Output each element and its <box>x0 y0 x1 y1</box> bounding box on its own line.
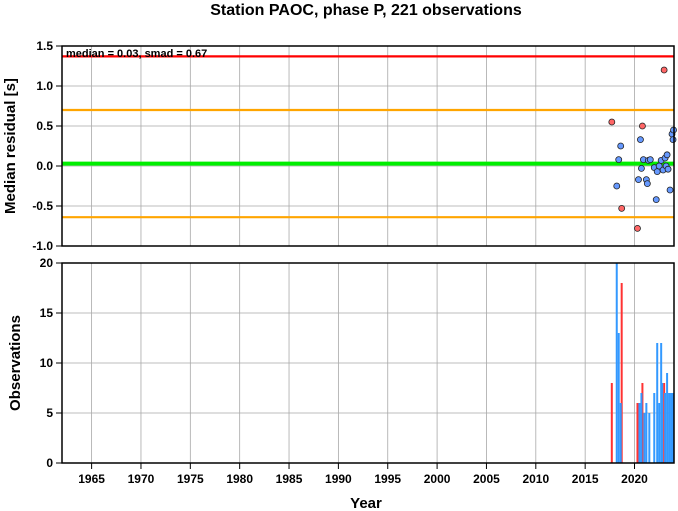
residual-point <box>643 180 651 188</box>
residual-point <box>615 156 623 164</box>
observation-bar <box>617 333 620 463</box>
x-tick-label: 2010 <box>522 472 549 486</box>
observation-bar <box>619 403 622 463</box>
observation-bar <box>638 403 641 463</box>
x-tick-label: 1995 <box>374 472 401 486</box>
residual-point <box>635 176 642 184</box>
residual-point <box>653 168 661 176</box>
residual-point <box>646 156 654 164</box>
top-y-tick-label: 1.0 <box>36 79 53 93</box>
observation-bar <box>672 393 675 463</box>
bottom-y-tick-label: 10 <box>40 356 54 370</box>
residual-point <box>637 136 644 144</box>
observation-bar <box>645 403 648 463</box>
outlier-point <box>634 224 641 232</box>
x-tick-label: 2020 <box>621 472 648 486</box>
residual-point <box>664 165 672 173</box>
residual-point <box>613 182 621 190</box>
outlier-observation-bar <box>610 383 613 463</box>
residual-panel: median = 0.03, smad = 0.67 1.5 1.0 0.5 0.0 -0… <box>32 39 677 253</box>
x-tick-label: 2000 <box>424 472 451 486</box>
observation-bar <box>661 383 664 463</box>
observation-bar <box>670 393 673 463</box>
x-tick-label: 1980 <box>226 472 253 486</box>
x-tick-label: 1965 <box>78 472 105 486</box>
outlier-point <box>660 66 668 74</box>
chart-title: Station PAOC, phase P, 221 observations <box>210 2 522 19</box>
residual-point <box>638 164 645 172</box>
x-tick-label: 1985 <box>276 472 303 486</box>
outlier-point <box>618 204 626 212</box>
bottom-y-tick-label: 15 <box>40 306 54 320</box>
top-y-tick-label: 0.0 <box>36 159 53 173</box>
top-y-tick-label: 1.5 <box>36 39 53 53</box>
observation-bar <box>640 393 643 463</box>
observation-bar <box>666 373 669 463</box>
x-tick-label: 1975 <box>177 472 204 486</box>
observation-bar <box>653 393 656 463</box>
observation-bar <box>643 413 646 463</box>
outlier-point <box>608 118 616 126</box>
outlier-point <box>639 122 646 130</box>
bottom-y-tick-label: 0 <box>46 456 53 470</box>
observation-bar <box>664 393 667 463</box>
outlier-observation-bar <box>636 403 639 463</box>
top-y-tick-label: 0.5 <box>36 119 53 133</box>
residual-point <box>652 196 660 204</box>
residual-point <box>669 136 677 144</box>
observation-bar <box>656 343 659 463</box>
x-tick-label: 1970 <box>128 472 155 486</box>
observation-bar <box>615 263 618 463</box>
observation-bar <box>648 413 651 463</box>
top-y-tick-label: -0.5 <box>32 199 53 213</box>
top-y-axis-label: Median residual [s] <box>2 78 19 214</box>
x-axis-label: Year <box>350 495 382 511</box>
bottom-frame <box>61 262 675 464</box>
x-tick-label: 2005 <box>473 472 500 486</box>
x-tick-label: 2015 <box>572 472 599 486</box>
x-tick-label: 1990 <box>325 472 352 486</box>
observation-bar <box>658 403 661 463</box>
top-y-tick-label: -1.0 <box>32 239 53 253</box>
residual-point <box>617 142 625 150</box>
observation-bar <box>668 393 671 463</box>
median-smad-annotation: median = 0.03, smad = 0.67 <box>66 48 207 60</box>
bottom-y-axis-label: Observations <box>7 315 24 411</box>
bottom-y-tick-label: 20 <box>40 256 54 270</box>
residual-point <box>663 151 671 159</box>
top-frame <box>61 45 675 247</box>
residual-point <box>666 186 674 194</box>
bottom-y-tick-label: 5 <box>46 406 53 420</box>
outlier-observation-bar <box>620 283 623 463</box>
